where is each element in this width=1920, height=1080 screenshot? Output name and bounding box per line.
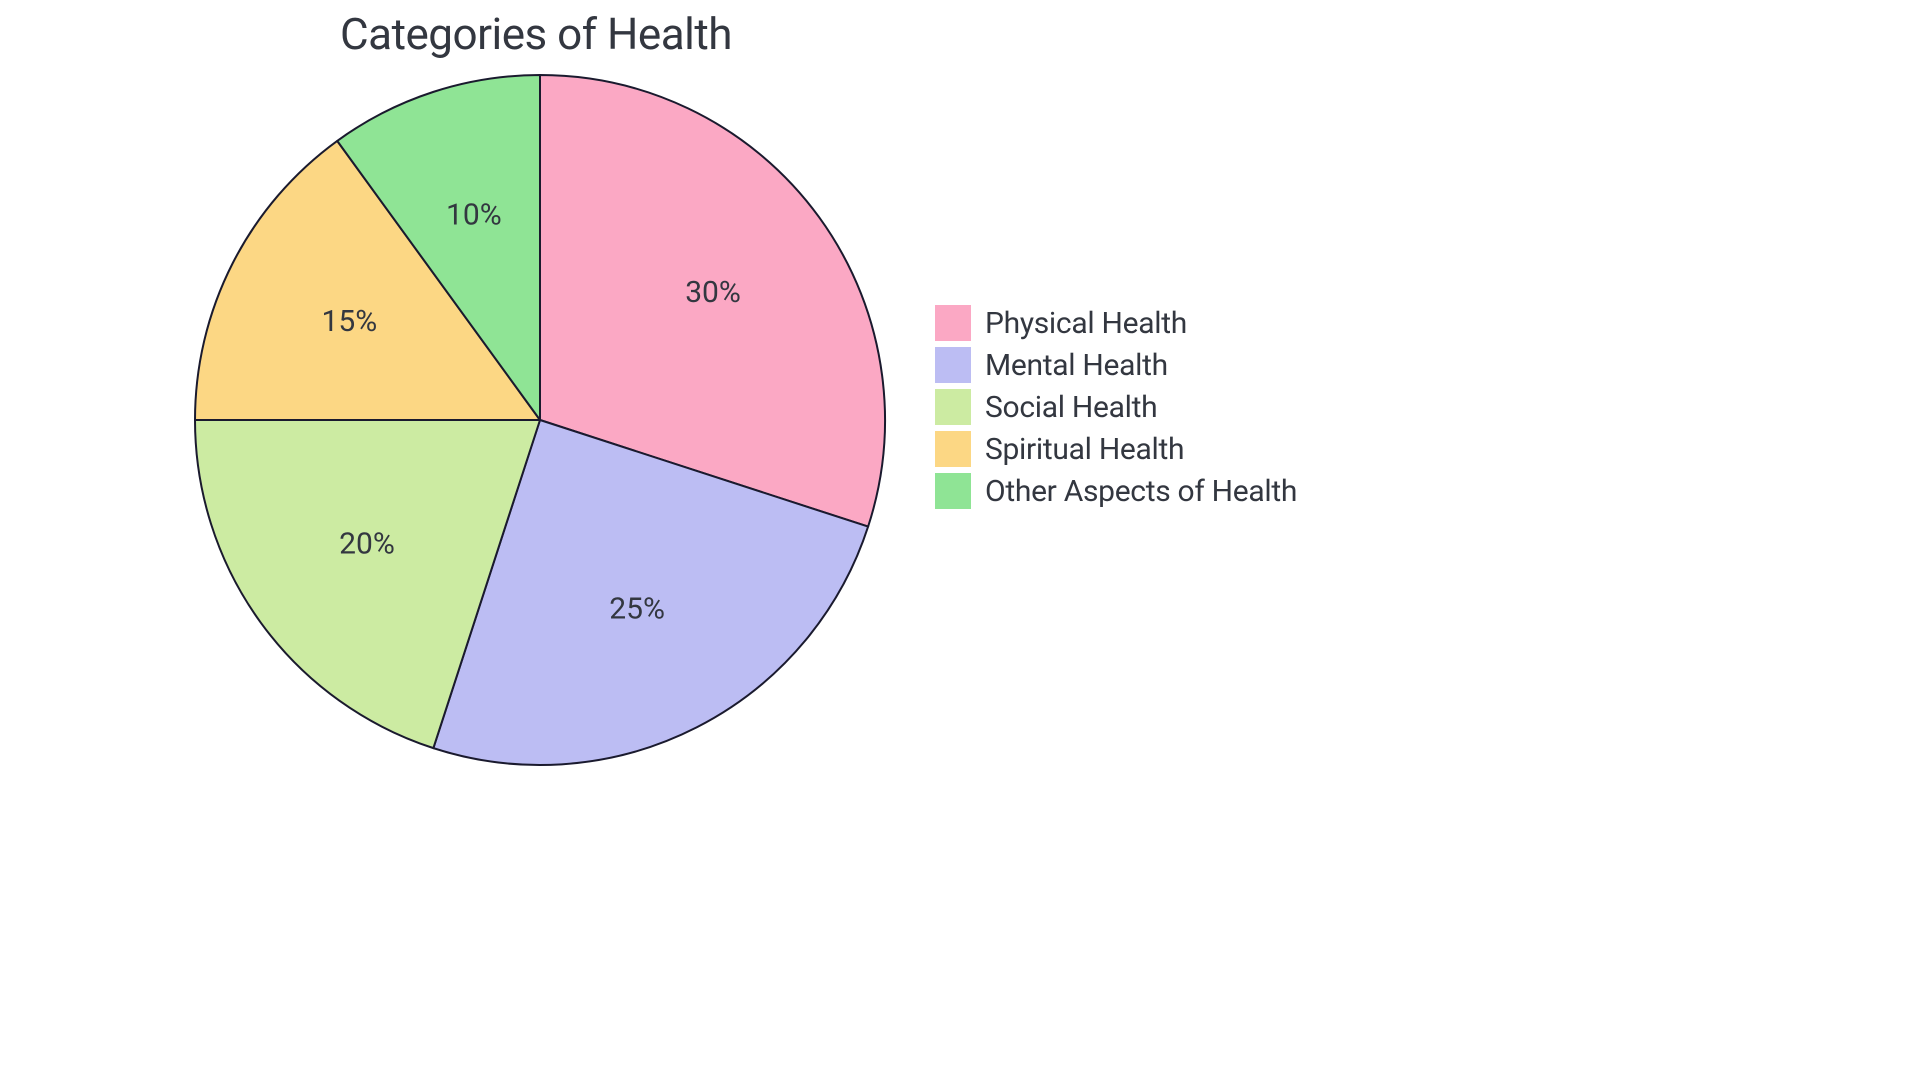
slice-label: 15%	[322, 304, 378, 339]
legend-swatch	[935, 431, 971, 467]
legend: Physical Health Mental Health Social Healt…	[935, 305, 1297, 515]
legend-swatch	[935, 389, 971, 425]
legend-label: Physical Health	[985, 306, 1187, 341]
legend-swatch	[935, 473, 971, 509]
legend-label: Spiritual Health	[985, 432, 1184, 467]
legend-item: Mental Health	[935, 347, 1297, 383]
legend-label: Social Health	[985, 390, 1157, 425]
legend-swatch	[935, 347, 971, 383]
chart-container: Categories of Health 30% 25% 20% 15% 10% Phy…	[0, 0, 1920, 1080]
pie-chart: 30% 25% 20% 15% 10%	[190, 70, 890, 774]
legend-item: Physical Health	[935, 305, 1297, 341]
chart-title: Categories of Health	[340, 8, 732, 60]
legend-item: Other Aspects of Health	[935, 473, 1297, 509]
legend-item: Spiritual Health	[935, 431, 1297, 467]
legend-swatch	[935, 305, 971, 341]
slice-label: 10%	[446, 197, 502, 232]
slice-label: 20%	[339, 527, 395, 562]
legend-item: Social Health	[935, 389, 1297, 425]
legend-label: Mental Health	[985, 348, 1168, 383]
legend-label: Other Aspects of Health	[985, 474, 1297, 509]
slice-label: 25%	[609, 592, 665, 627]
slice-label: 30%	[685, 275, 741, 310]
